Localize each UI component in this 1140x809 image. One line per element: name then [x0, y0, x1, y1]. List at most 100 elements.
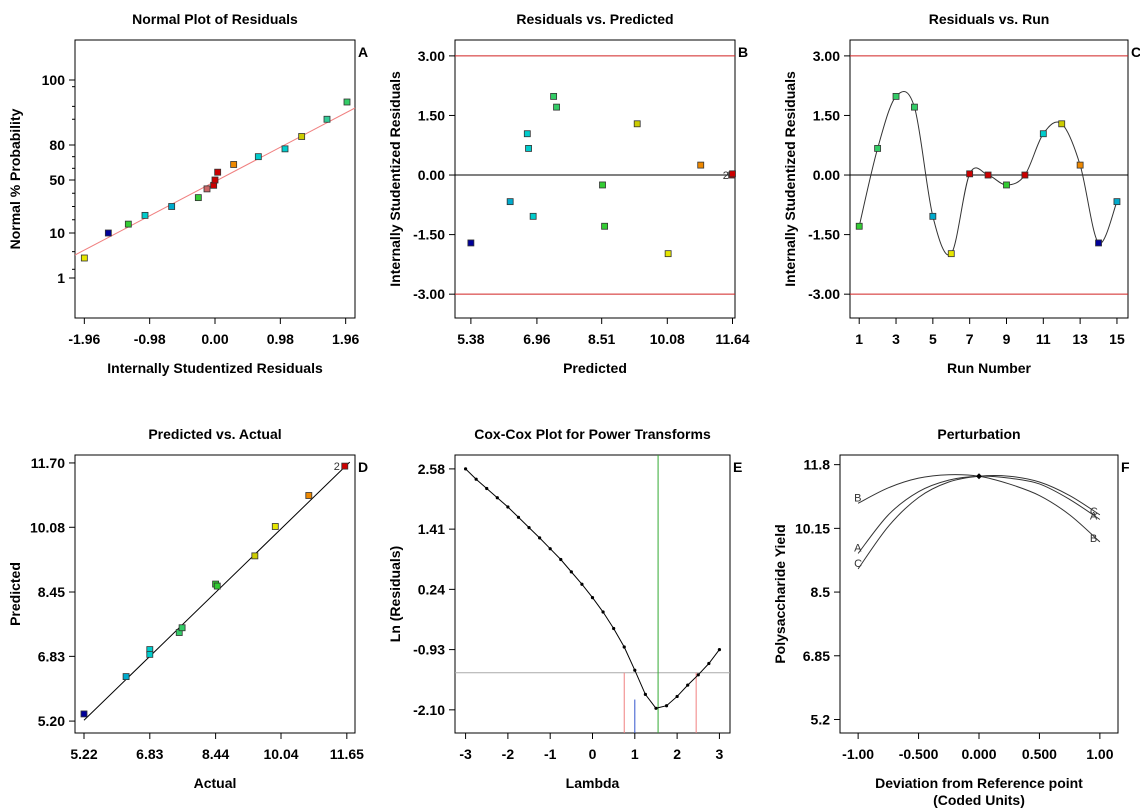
y-tick-label: -0.93: [413, 642, 445, 658]
data-point: [146, 650, 154, 658]
data-point: [622, 645, 626, 649]
data-point: [281, 145, 289, 153]
chart-residuals-vs-run: Residuals vs. Run C Run Number Internally S…: [782, 11, 1140, 376]
x-axis-label-2: (Coded Units): [933, 792, 1025, 808]
x-tick-label: -3: [459, 746, 472, 762]
y-tick-label: 3.00: [813, 48, 840, 64]
y-tick-label: 1.50: [418, 107, 445, 123]
data-point: [343, 98, 351, 106]
x-tick-label: 1: [631, 746, 639, 762]
data-point: [80, 254, 88, 262]
data-point: [80, 710, 88, 718]
data-point: [874, 145, 882, 152]
data-point: [855, 222, 863, 230]
data-point: [141, 211, 149, 219]
panel-letter: C: [1131, 44, 1140, 60]
x-axis-label: Actual: [194, 775, 237, 791]
x-tick-label: 8.51: [588, 331, 615, 347]
x-tick-label: 11.64: [715, 331, 749, 347]
x-tick-label: 10.04: [263, 746, 298, 762]
data-point: [178, 624, 186, 632]
x-axis-label: Predicted: [563, 360, 627, 376]
data-point: [569, 570, 573, 574]
data-point: [947, 250, 955, 258]
chart-normal-plot: Normal Plot of Residuals A Internally Stud…: [7, 11, 368, 376]
x-tick-label: 5.22: [70, 746, 97, 762]
y-tick-label: 8.45: [38, 584, 65, 600]
point-count-label: 2: [723, 170, 729, 182]
x-tick-label: 2: [673, 746, 681, 762]
data-point: [194, 194, 202, 202]
y-tick-label: 50: [49, 172, 65, 188]
reference-point-marker: [976, 473, 982, 480]
panel-letter: D: [358, 459, 368, 475]
x-tick-label: 6.83: [136, 746, 163, 762]
x-tick-label: 1: [855, 331, 863, 347]
y-tick-label: 0.00: [418, 167, 445, 183]
data-point: [463, 467, 468, 471]
data-point: [697, 161, 705, 169]
data-point: [523, 130, 531, 138]
data-point: [525, 145, 532, 152]
plot-frame: [74, 454, 356, 734]
data-point: [1039, 130, 1047, 138]
y-tick-label: -3.00: [413, 286, 445, 302]
x-tick-label: 0.500: [1022, 746, 1057, 762]
data-point: [341, 462, 349, 470]
y-axis-label: Polysaccharide Yield: [772, 524, 788, 663]
x-axis-label: Deviation from Reference point: [875, 775, 1083, 791]
x-tick-label: -1.00: [842, 746, 874, 762]
chart-title: Residuals vs. Predicted: [516, 11, 673, 27]
data-point: [599, 181, 606, 189]
series-B-label-start: B: [854, 492, 861, 504]
series-C-line: [857, 475, 1101, 570]
y-tick-label: 80: [49, 137, 65, 153]
data-point: [601, 610, 605, 614]
y-tick-label: 10.15: [795, 520, 830, 536]
data-point: [633, 120, 641, 128]
x-tick-label: 0.00: [201, 331, 228, 347]
data-point: [1095, 239, 1102, 247]
y-tick-label: -3.00: [808, 286, 840, 302]
data-point: [643, 692, 647, 696]
chart-title: Perturbation: [937, 426, 1020, 442]
x-tick-label: 11.65: [330, 746, 364, 762]
data-point: [911, 103, 918, 111]
y-tick-label: 11.8: [804, 457, 831, 473]
x-tick-label: -2: [502, 746, 515, 762]
data-point: [654, 706, 658, 710]
x-tick-label: 0: [589, 746, 597, 762]
data-point: [527, 525, 531, 530]
data-point: [529, 212, 537, 220]
chart-title: Cox-Cox Plot for Power Transforms: [474, 426, 711, 442]
x-tick-label: -0.500: [899, 746, 939, 762]
x-tick-label: -1.96: [68, 331, 100, 347]
data-point: [230, 161, 238, 168]
x-tick-label: 1.00: [1086, 746, 1113, 762]
data-point: [559, 557, 563, 562]
point-count-label: 2: [334, 461, 340, 473]
series-B-label-end: B: [1090, 533, 1097, 545]
data-point: [254, 153, 262, 161]
chart-perturbation: Perturbation F Deviation from Reference po…: [772, 426, 1130, 808]
data-point: [1113, 198, 1121, 206]
data-point: [696, 673, 700, 677]
y-tick-label: 0.24: [418, 581, 445, 597]
y-tick-label: 6.83: [38, 648, 65, 664]
data-point: [1076, 161, 1084, 169]
data-point: [612, 626, 616, 631]
y-tick-label: 0.00: [813, 167, 840, 183]
data-point: [214, 168, 222, 176]
series-B-line: [857, 474, 1101, 543]
y-tick-label: 1: [57, 270, 65, 286]
data-point: [298, 133, 306, 140]
x-axis-label: Lambda: [566, 775, 620, 791]
data-point: [929, 212, 937, 220]
y-axis-label: Ln (Residuals): [387, 546, 403, 642]
chart-title: Normal Plot of Residuals: [132, 11, 298, 27]
chart-title: Residuals vs. Run: [929, 11, 1050, 27]
panel-letter: A: [358, 44, 368, 60]
x-tick-label: 9: [1003, 331, 1011, 347]
y-tick-label: 8.5: [811, 584, 831, 600]
x-tick-label: 10.08: [650, 331, 685, 347]
